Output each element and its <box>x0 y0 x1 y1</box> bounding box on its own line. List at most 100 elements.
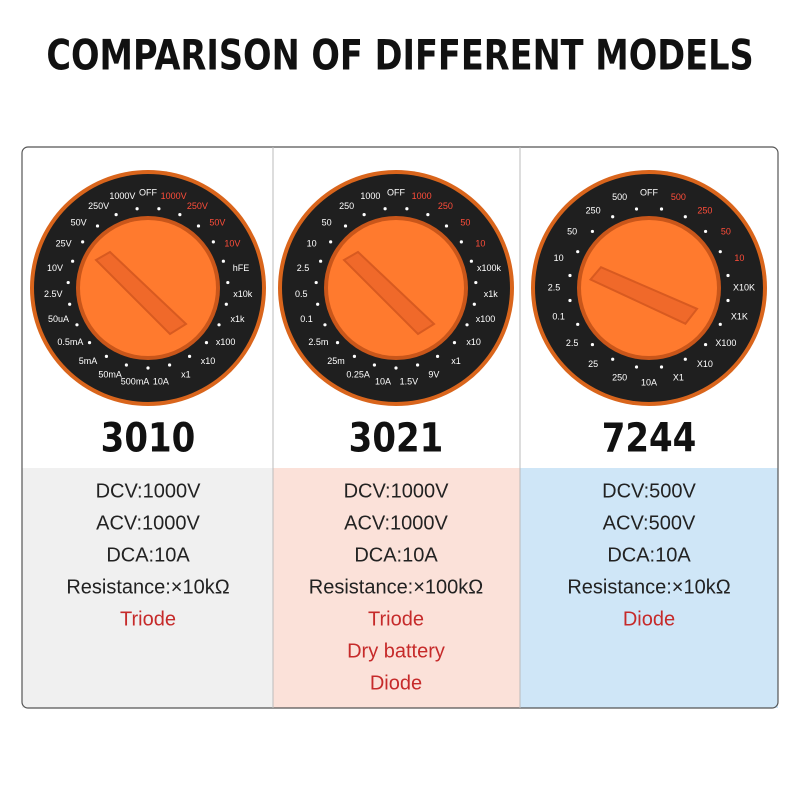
dial-dot <box>472 302 476 306</box>
dial-label: 50 <box>460 218 470 228</box>
dial-label: 250 <box>612 373 627 383</box>
dial-label: 0.1 <box>552 312 565 322</box>
dial-label: 1000V <box>109 191 135 201</box>
dial-dot <box>568 273 572 278</box>
dial-dot <box>718 250 722 254</box>
dial-label: X1 <box>673 373 684 383</box>
feature: Triode <box>368 608 424 630</box>
dial-dot <box>683 215 687 219</box>
dial-dot <box>634 365 639 369</box>
dial-label: 1.5V <box>400 376 419 386</box>
dial-dot <box>224 302 228 306</box>
dial-dot <box>703 342 708 347</box>
dial-dot <box>335 341 340 345</box>
knob-pointer <box>94 250 188 336</box>
dial-label: OFF <box>139 187 157 197</box>
dial-dot <box>75 323 79 327</box>
dial-label: 500 <box>671 192 686 202</box>
dial-dot <box>372 363 377 367</box>
dial-dot <box>611 357 615 361</box>
dial-dot <box>66 280 70 285</box>
dial-label: 50V <box>209 218 225 228</box>
dial-dot <box>157 207 161 211</box>
dial: OFF 1000 250 50 10 x100k x1k x100 x10 x1 9V 1.5V 10A… <box>278 170 514 406</box>
feature: Diode <box>370 672 422 694</box>
dial-dot <box>81 240 85 244</box>
dial-label: x100 <box>216 337 236 347</box>
dial-label: 2.5 <box>297 263 310 273</box>
dial-dot <box>124 363 129 367</box>
dial-dot <box>95 224 100 228</box>
dial-label: OFF <box>640 187 658 197</box>
page-title: COMPARISON OF DIFFERENT MODELS <box>46 31 753 80</box>
dial-dot <box>87 341 92 345</box>
dial-dot <box>217 323 221 327</box>
dial-dot <box>568 298 572 303</box>
column-bg <box>273 468 520 708</box>
dial-label: 1000 <box>412 191 432 201</box>
dial-dot <box>611 215 615 219</box>
spec: DCA:10A <box>106 544 190 566</box>
dial-label: 10A <box>375 376 391 386</box>
dial-label: 50V <box>71 218 87 228</box>
dial-label: 50uA <box>48 314 69 324</box>
dial-dot <box>459 240 463 244</box>
dial-dot <box>71 259 75 263</box>
dial-label: 9V <box>428 370 439 380</box>
dial-dot <box>221 259 225 263</box>
dial: OFF 500 250 50 10 X10K X1K X100 X10 X1 10A 250 25 2.5… <box>531 170 767 406</box>
dial-dot <box>435 354 440 358</box>
dial-label: 50 <box>322 218 332 228</box>
dial-label: 10 <box>307 239 317 249</box>
spec: DCA:10A <box>607 544 691 566</box>
dial-dot <box>211 240 215 244</box>
dial-dot <box>726 273 730 278</box>
dial-dot <box>329 240 333 244</box>
dial-label: 10A <box>153 376 169 386</box>
dial-dot <box>659 365 664 369</box>
dial-label: 2.5V <box>44 289 63 299</box>
dial-dot <box>465 323 469 327</box>
column-bg <box>22 468 273 708</box>
dial-label: x10 <box>466 337 481 347</box>
dial-label: X10K <box>733 282 755 292</box>
dial-label: 10 <box>475 239 485 249</box>
dial-label: 0.5 <box>295 289 308 299</box>
dial-dot <box>576 322 580 326</box>
model-name: 3021 <box>349 415 444 461</box>
dial-label: x1k <box>231 314 246 324</box>
dial-label: 0.1 <box>300 314 313 324</box>
dial-label: 1000V <box>161 191 187 201</box>
dial-dot <box>426 213 430 217</box>
panel-border <box>21 146 779 709</box>
dial-label: 250 <box>339 201 354 211</box>
spec: DCV:500V <box>602 480 696 502</box>
dial-dot <box>634 207 639 211</box>
dial-label: x1 <box>451 356 461 366</box>
dial-dot <box>405 207 409 211</box>
dial-label: 250 <box>697 206 712 216</box>
dial-dot <box>204 341 209 345</box>
dial-dot <box>314 280 318 285</box>
dial-label: 25m <box>327 356 345 366</box>
dial-dot <box>146 366 150 370</box>
spec: Resistance:×10kΩ <box>567 576 730 598</box>
spec: ACV:1000V <box>96 512 200 534</box>
dial-label: 10V <box>47 263 63 273</box>
dial-dot <box>469 259 473 263</box>
model-name: 3010 <box>101 415 196 461</box>
dial-label: 10V <box>224 239 240 249</box>
knob-pointer <box>342 250 436 336</box>
dial-label: x10k <box>233 289 253 299</box>
dial-dot <box>114 213 118 217</box>
dial-label: 10A <box>641 377 657 387</box>
dial-dot <box>319 259 323 263</box>
dial-dot <box>590 342 595 347</box>
dial-label: 10 <box>734 253 744 263</box>
spec: ACV:500V <box>603 512 696 534</box>
feature: Dry battery <box>347 640 445 662</box>
dial-dot <box>718 322 722 326</box>
dial-label: 25 <box>588 359 598 369</box>
spec: DCA:10A <box>354 544 438 566</box>
model-name: 7244 <box>602 415 697 461</box>
